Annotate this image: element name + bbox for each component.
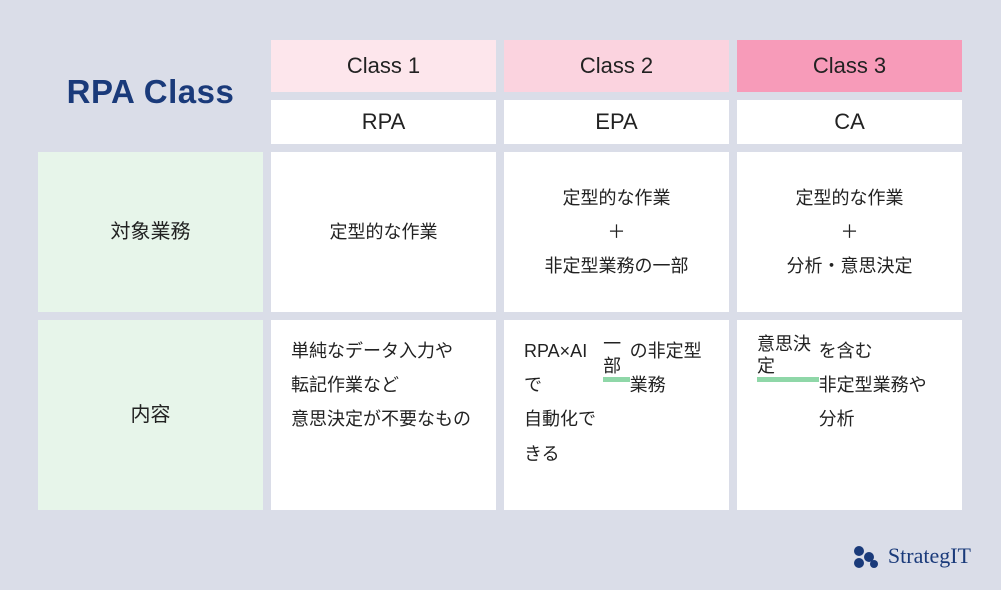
rpa-class-table: RPA ClassClass 1Class 2Class 3 RPAEPACA 対象… [38,40,963,510]
body-cell-r0-c0: 定型的な作業 [271,152,496,312]
row-label-0: 対象業務 [38,152,263,312]
body-cell-r1-c0: 単純なデータ入力や転記作業など意思決定が不要なもの [271,320,496,510]
row-label-1: 内容 [38,320,263,510]
brand-logo-icon [852,542,880,570]
table-title: RPA Class [38,40,263,144]
column-header-class-2: Class 2 [504,40,729,92]
body-cell-r0-c1: 定型的な作業＋非定型業務の一部 [504,152,729,312]
body-cell-r1-c1: RPA×AI で自動化できる一部の非定型業務 [504,320,729,510]
brand-logo: StrategIT [852,542,971,570]
column-subheader-2: EPA [504,100,729,144]
column-header-class-1: Class 1 [271,40,496,92]
column-header-class-3: Class 3 [737,40,962,92]
brand-name: StrategIT [888,543,971,569]
column-subheader-3: CA [737,100,962,144]
column-subheader-1: RPA [271,100,496,144]
body-cell-r0-c2: 定型的な作業＋分析・意思決定 [737,152,962,312]
body-cell-r1-c2: 意思決定を含む非定型業務や分析 [737,320,962,510]
